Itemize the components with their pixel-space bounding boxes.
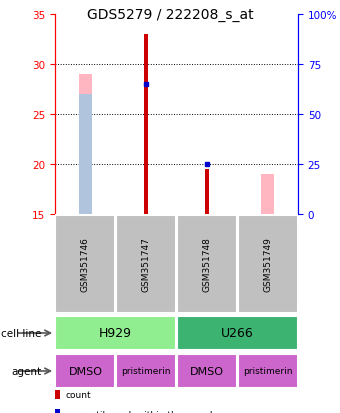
Bar: [205, 170, 209, 214]
Text: percentile rank within the sample: percentile rank within the sample: [65, 410, 219, 413]
Text: GSM351747: GSM351747: [142, 237, 151, 292]
Bar: [238, 354, 298, 389]
Text: GSM351746: GSM351746: [81, 237, 90, 292]
Text: GSM351748: GSM351748: [202, 237, 211, 292]
Text: cell line: cell line: [1, 328, 41, 338]
Text: pristimerin: pristimerin: [243, 367, 292, 375]
Bar: [177, 354, 237, 389]
Text: GDS5279 / 222208_s_at: GDS5279 / 222208_s_at: [87, 8, 253, 22]
Text: pristimerin: pristimerin: [121, 367, 171, 375]
Text: agent: agent: [11, 366, 41, 376]
Bar: [116, 216, 176, 313]
Text: count: count: [65, 390, 91, 399]
Bar: [79, 75, 92, 214]
Bar: [261, 175, 274, 214]
Bar: [79, 95, 92, 214]
Bar: [55, 354, 116, 389]
Bar: [238, 216, 298, 313]
Text: GSM351749: GSM351749: [263, 237, 272, 292]
Text: H929: H929: [99, 327, 132, 339]
Bar: [55, 216, 116, 313]
Bar: [55, 316, 176, 351]
Bar: [116, 354, 176, 389]
Text: DMSO: DMSO: [68, 366, 102, 376]
Text: U266: U266: [221, 327, 254, 339]
Text: DMSO: DMSO: [190, 366, 224, 376]
Bar: [144, 35, 148, 214]
Bar: [177, 216, 237, 313]
Bar: [177, 316, 298, 351]
